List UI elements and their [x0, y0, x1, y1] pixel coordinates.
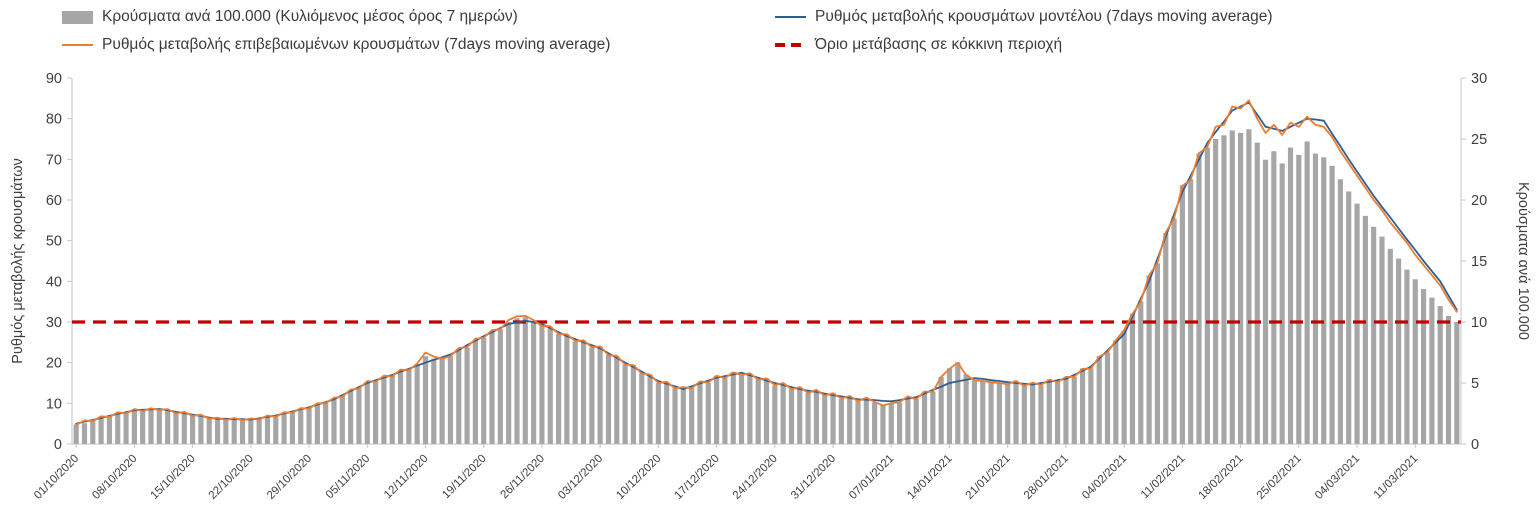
model-line-swatch-icon [775, 15, 806, 19]
svg-text:11/03/2021: 11/03/2021 [1372, 453, 1421, 502]
svg-text:18/02/2021: 18/02/2021 [1197, 453, 1246, 502]
svg-text:11/02/2021: 11/02/2021 [1139, 453, 1188, 502]
left-axis-title: Ρυθμός μεταβολής κρουσμάτων [10, 158, 26, 364]
svg-text:25/02/2021: 25/02/2021 [1255, 453, 1304, 502]
svg-text:07/01/2021: 07/01/2021 [847, 453, 896, 502]
svg-text:29/10/2020: 29/10/2020 [265, 453, 314, 502]
legend: Κρούσματα ανά 100.000 (Κυλιόμενος μέσος … [62, 8, 1273, 54]
svg-text:15: 15 [1471, 254, 1487, 270]
svg-text:50: 50 [46, 234, 62, 250]
x-axis-ticks: 01/10/2020 08/10/2020 15/10/2020 22/10/2020… [32, 444, 1420, 502]
svg-text:30: 30 [1471, 71, 1487, 87]
svg-text:90: 90 [46, 71, 62, 87]
svg-text:31/12/2020: 31/12/2020 [789, 453, 838, 502]
left-axis-ticks: 0 10 20 30 40 50 60 70 80 90 [46, 71, 72, 453]
svg-text:60: 60 [46, 193, 62, 209]
legend-label-cases-bars: Κρούσματα ανά 100.000 (Κυλιόμενος μέσος … [102, 8, 518, 25]
svg-text:30: 30 [46, 315, 62, 331]
svg-text:19/11/2020: 19/11/2020 [440, 453, 489, 502]
svg-text:28/01/2021: 28/01/2021 [1022, 453, 1071, 502]
svg-text:17/12/2020: 17/12/2020 [673, 453, 722, 502]
right-axis-ticks: 0 5 10 15 20 25 30 [1461, 71, 1487, 453]
bars-series [73, 129, 1460, 445]
svg-text:14/01/2021: 14/01/2021 [905, 453, 954, 502]
svg-text:80: 80 [46, 112, 62, 128]
legend-item-confirmed-line: Ρυθμός μεταβολής επιβεβαιωμένων κρουσμάτ… [62, 36, 775, 54]
svg-text:5: 5 [1471, 376, 1479, 392]
svg-text:10: 10 [46, 396, 62, 412]
confirmed-rate-line [75, 99, 1458, 426]
confirmed-line-swatch-icon [62, 43, 93, 47]
svg-text:20: 20 [46, 356, 62, 372]
svg-text:20: 20 [1471, 193, 1487, 209]
legend-item-red-threshold: Όριο μετάβασης σε κόκκινη περιοχή [775, 36, 1273, 54]
svg-text:04/02/2021: 04/02/2021 [1080, 453, 1129, 502]
svg-text:0: 0 [54, 437, 62, 453]
svg-text:10/12/2020: 10/12/2020 [614, 453, 663, 502]
svg-text:10: 10 [1471, 315, 1487, 331]
bar-series-swatch-icon [62, 10, 93, 24]
legend-item-cases-bars: Κρούσματα ανά 100.000 (Κυλιόμενος μέσος … [62, 8, 775, 26]
svg-text:12/11/2020: 12/11/2020 [382, 453, 431, 502]
svg-text:25: 25 [1471, 132, 1487, 148]
legend-label-red-threshold: Όριο μετάβασης σε κόκκινη περιοχή [815, 36, 1063, 53]
svg-text:01/10/2020: 01/10/2020 [32, 453, 81, 502]
legend-label-model-line: Ρυθμός μεταβολής κρουσμάτων μοντέλου (7d… [815, 8, 1273, 25]
svg-text:24/12/2020: 24/12/2020 [731, 453, 780, 502]
svg-text:40: 40 [46, 274, 62, 290]
right-axis-title: Κρούσματα ανά 100.000 [1515, 182, 1531, 340]
legend-label-confirmed-line: Ρυθμός μεταβολής επιβεβαιωμένων κρουσμάτ… [102, 36, 611, 53]
svg-text:15/10/2020: 15/10/2020 [149, 453, 198, 502]
svg-text:0: 0 [1471, 437, 1479, 453]
svg-text:08/10/2020: 08/10/2020 [90, 453, 139, 502]
svg-text:70: 70 [46, 152, 62, 168]
threshold-dashed-swatch-icon [775, 43, 806, 47]
chart-canvas: 0 10 20 30 40 50 60 70 80 90 0 5 10 15 20 25 30 01/10/202… [10, 71, 1531, 502]
svg-text:03/12/2020: 03/12/2020 [556, 453, 605, 502]
svg-text:05/11/2020: 05/11/2020 [324, 453, 373, 502]
svg-text:04/03/2021: 04/03/2021 [1313, 453, 1362, 502]
svg-text:22/10/2020: 22/10/2020 [207, 453, 256, 502]
legend-item-model-line: Ρυθμός μεταβολής κρουσμάτων μοντέλου (7d… [775, 8, 1273, 26]
svg-text:21/01/2021: 21/01/2021 [964, 453, 1013, 502]
svg-text:26/11/2020: 26/11/2020 [498, 453, 547, 502]
